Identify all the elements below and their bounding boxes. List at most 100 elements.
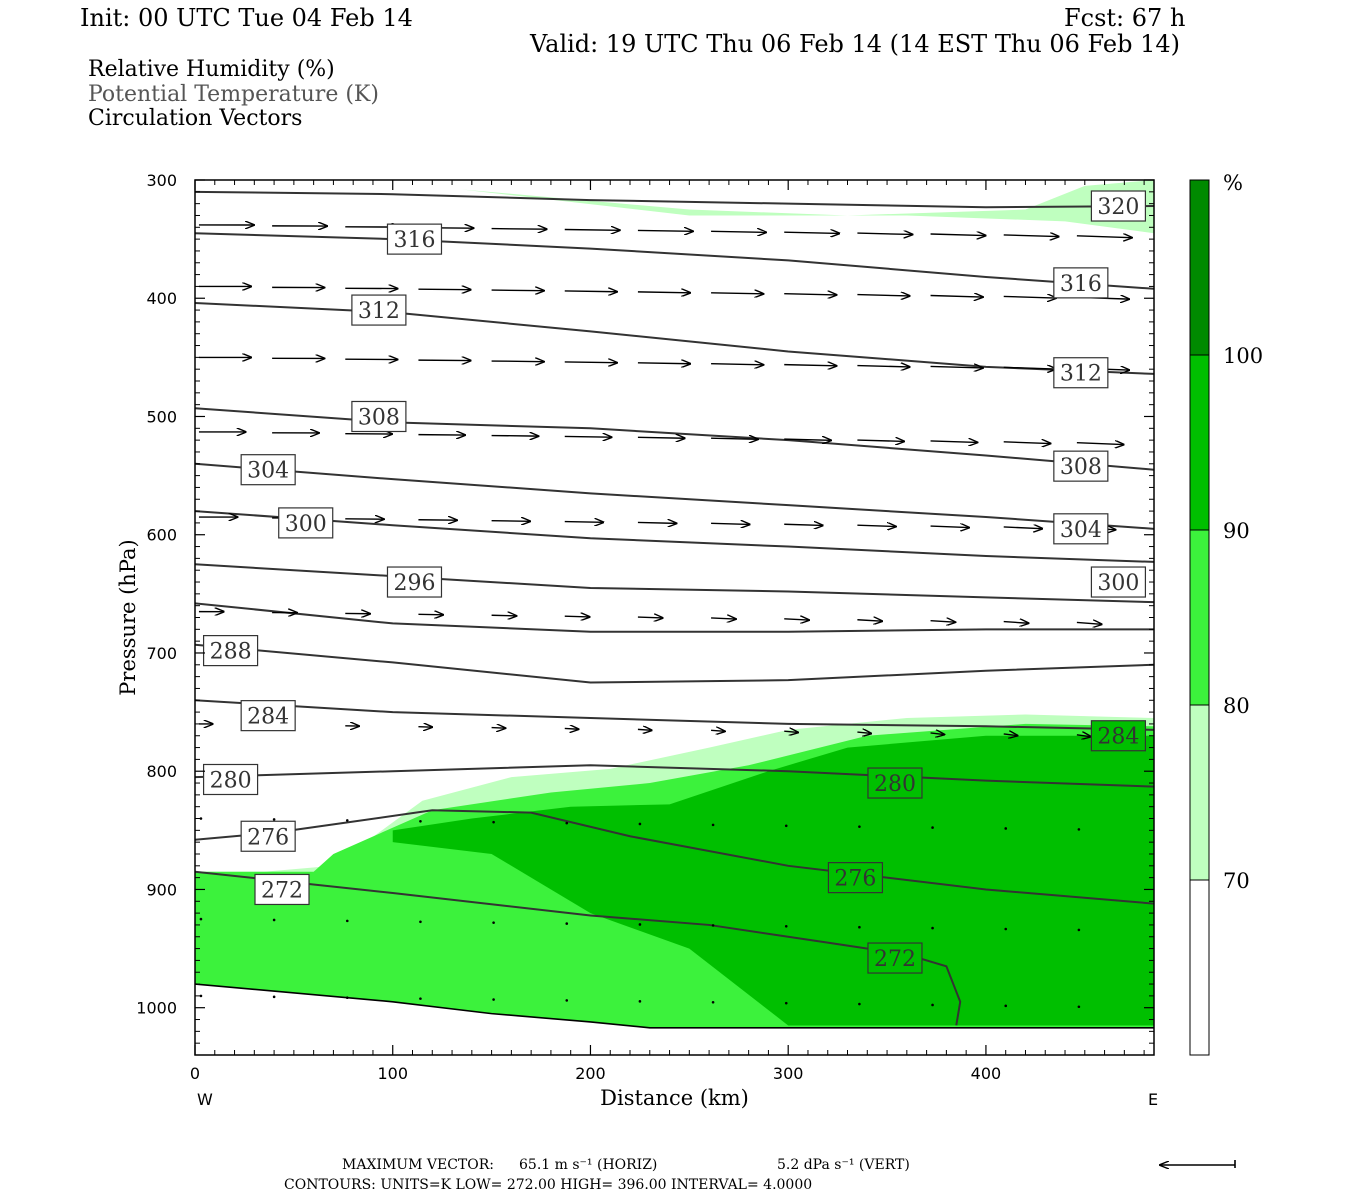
terrain-surface-line [195,983,1154,1029]
colorbar-unit: % [1223,171,1243,195]
vector-7-3 [419,819,422,823]
vector-4-11 [1003,527,1043,529]
x-end-label-east: E [1148,1090,1158,1109]
vector-2-8 [784,365,836,366]
contour-label-text: 316 [1060,272,1102,297]
vector-0-7 [711,231,766,232]
vector-8-9 [858,925,861,929]
contour-label-text: 300 [285,512,327,537]
vector-9-10 [931,1003,934,1007]
vector-7-8 [784,824,788,828]
contour-label-text: 276 [834,867,876,892]
contour-label-box [386,566,443,598]
contour-label-text: 280 [874,772,916,797]
contour-label-box [1090,190,1147,222]
contour-label-box [1053,450,1109,482]
forecast-hour: Fcst: 67 h [1064,4,1186,32]
contour-label-box [254,873,310,906]
vector-0-11 [1003,235,1059,237]
vector-8-6 [638,923,642,926]
contour-label-box [240,454,296,486]
vector-5-7 [711,618,736,619]
vector-2-7 [711,364,763,365]
vector-8-5 [565,922,569,925]
contour-label-box [240,820,296,852]
contour-label-box [1053,267,1109,299]
contour-label-text: 280 [210,768,252,793]
contour-label-text: 304 [1060,518,1102,543]
contour-label-300-16: 300 [1090,566,1147,598]
vector-2-4 [491,361,544,362]
vector-6-7 [711,730,725,731]
contour-label-text: 284 [1097,725,1139,750]
y-tick-label-400: 400 [146,289,177,308]
vector-8-3 [419,920,422,924]
vector-4-9 [857,525,896,526]
vector-3-5 [564,436,612,437]
vector-9-3 [419,997,422,1000]
vector-7-11 [1004,827,1008,830]
vector-5-10 [930,621,956,623]
vector-0-6 [637,230,693,231]
contour-label-text: 284 [247,705,289,730]
vector-6-12 [1076,735,1091,737]
x-tick-label-0: 0 [190,1064,200,1083]
vector-3-8 [784,439,831,440]
contour-label-276-19: 276 [827,862,884,894]
contour-label-box [202,763,259,796]
contour-label-304-15: 304 [1053,513,1109,545]
vector-4-5 [564,522,604,523]
vector-0-9 [857,233,912,234]
vector-9-12 [1077,1005,1081,1009]
contour-label-text: 300 [1097,571,1139,596]
vector-9-6 [638,1000,642,1003]
contour-label-text: 304 [247,459,289,484]
vector-5-5 [564,616,590,617]
vector-8-7 [711,924,715,927]
vector-7-7 [711,823,715,827]
contour-label-text: 288 [210,640,252,665]
vector-1-4 [491,290,544,291]
contour-label-text: 316 [393,228,435,253]
colorbar-label-80: 80 [1223,694,1250,718]
y-tick-label-900: 900 [146,880,177,899]
vector-9-5 [565,999,569,1002]
x-tick-label-300: 300 [773,1064,804,1083]
contour-label-text: 296 [393,571,435,596]
colorbar-label-70: 70 [1223,869,1250,893]
contour-label-284-3: 284 [240,700,296,732]
vector-4-8 [784,524,823,525]
vector-6-11 [1003,734,1018,736]
contour-label-text: 320 [1097,195,1139,220]
vector-4-7 [711,523,750,524]
vector-3-9 [857,440,904,441]
vector-6-4 [491,728,506,729]
contour-label-308-14: 308 [1053,450,1109,482]
contour-label-280-18: 280 [867,767,923,799]
vector-7-5 [565,821,569,825]
vector-7-0 [199,817,203,820]
vector-2-5 [564,362,617,363]
contour-label-box [1053,513,1109,545]
vector-1-9 [857,295,909,296]
contour-label-text: 276 [247,825,289,850]
field-label-vectors: Circulation Vectors [88,106,303,131]
contour-label-box [351,400,407,433]
contour-label-308-8: 308 [351,400,407,433]
vector-0-12 [1076,236,1132,238]
vector-3-4 [491,436,539,437]
contour-label-304-7: 304 [240,454,296,486]
contour-label-text: 272 [261,878,303,903]
vector-8-12 [1077,928,1081,932]
x-axis-title: Distance (km) [600,1086,749,1110]
theta-contour-320 [195,190,1154,209]
contour-info: CONTOURS: UNITS=K LOW= 272.00 HIGH= 396.… [284,1177,813,1193]
colorbar-label-90: 90 [1223,519,1250,543]
theta-contour-292 [195,602,1154,633]
vector-5-4 [491,615,517,616]
vector-7-1 [272,818,276,821]
contour-label-box [278,507,334,539]
vector-1-5 [564,291,617,292]
vector-3-10 [930,441,978,443]
